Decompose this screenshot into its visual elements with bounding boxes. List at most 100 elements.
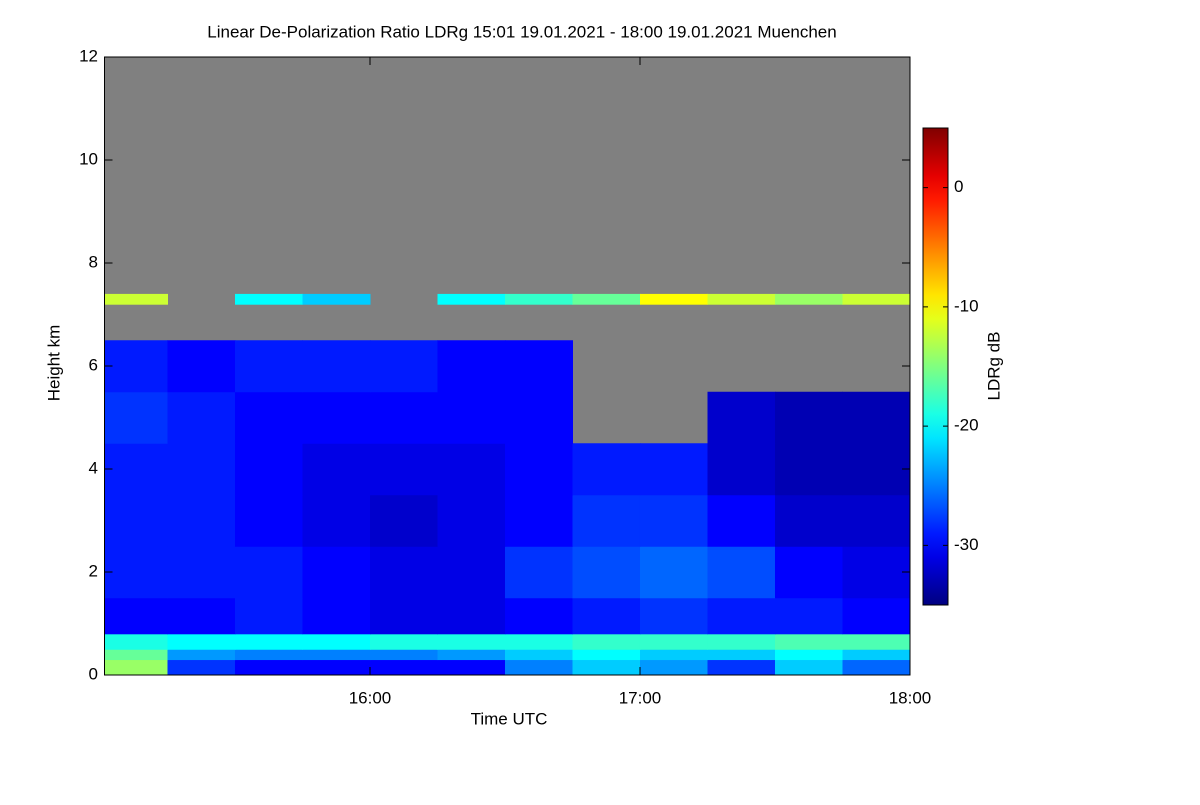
- heatmap-cell: [302, 659, 371, 676]
- heatmap-cell: [234, 443, 303, 496]
- heatmap-cell: [234, 546, 303, 599]
- x-tick-label: 17:00: [619, 688, 662, 707]
- heatmap-cell: [707, 597, 776, 635]
- heatmap-cell: [104, 443, 168, 496]
- heatmap-cell: [639, 659, 708, 676]
- heatmap-cell: [774, 391, 843, 444]
- y-axis-label: Height km: [44, 325, 63, 402]
- heatmap-cell: [707, 649, 776, 661]
- heatmap-cell: [234, 293, 303, 305]
- colorbar-tick-label: 0: [954, 177, 963, 196]
- heatmap-cell: [572, 546, 641, 599]
- heatmap-cell: [437, 649, 506, 661]
- heatmap-cell: [369, 391, 438, 444]
- heatmap-cell: [707, 659, 776, 676]
- heatmap-cell: [234, 659, 303, 676]
- heatmap-cell: [774, 494, 843, 547]
- colorbar-tick-label: -20: [954, 416, 979, 435]
- y-tick-label: 10: [79, 149, 98, 168]
- heatmap-cell: [774, 659, 843, 676]
- heatmap-cell: [302, 649, 371, 661]
- heatmap-cell: [842, 443, 911, 496]
- heatmap-cell: [234, 494, 303, 547]
- heatmap-cell: [774, 633, 843, 650]
- heatmap-cell: [504, 340, 573, 393]
- heatmap-cell: [572, 633, 641, 650]
- heatmap-cell: [774, 293, 843, 305]
- heatmap-cell: [572, 659, 641, 676]
- heatmap-cell: [302, 494, 371, 547]
- heatmap-cell: [437, 293, 506, 305]
- heatmap-cell: [842, 659, 911, 676]
- heatmap-cell: [774, 649, 843, 661]
- heatmap-cell: [639, 633, 708, 650]
- heatmap-cell: [167, 340, 236, 393]
- heatmap-cell: [504, 391, 573, 444]
- y-tick-label: 4: [89, 458, 98, 477]
- heatmap-cell: [572, 494, 641, 547]
- heatmap-cell: [437, 340, 506, 393]
- heatmap-cell: [167, 659, 236, 676]
- x-tick-label: 16:00: [349, 688, 392, 707]
- heatmap-cell: [504, 293, 573, 305]
- heatmap-cell: [167, 633, 236, 650]
- heatmap-cell: [234, 597, 303, 635]
- heatmap-cell: [302, 391, 371, 444]
- heatmap-cell: [437, 391, 506, 444]
- heatmap-cell: [234, 649, 303, 661]
- heatmap-cell: [104, 340, 168, 393]
- heatmap-cell: [437, 633, 506, 650]
- heatmap-cell: [369, 659, 438, 676]
- heatmap-cell: [104, 293, 168, 305]
- heatmap-cell: [639, 546, 708, 599]
- heatmap-cell: [707, 293, 776, 305]
- heatmap-cell: [437, 494, 506, 547]
- heatmap-cell: [437, 443, 506, 496]
- colorbar: [922, 127, 949, 606]
- heatmap-cell: [707, 494, 776, 547]
- heatmap-cell: [504, 633, 573, 650]
- y-tick-label: 0: [89, 664, 98, 683]
- y-tick-label: 12: [79, 46, 98, 65]
- heatmap-cell: [369, 546, 438, 599]
- heatmap-cell: [842, 633, 911, 650]
- heatmap-cell: [842, 293, 911, 305]
- heatmap-cell: [639, 597, 708, 635]
- heatmap-cell: [104, 597, 168, 635]
- y-tick-label: 8: [89, 252, 98, 271]
- heatmap-cell: [504, 649, 573, 661]
- heatmap-cell: [437, 597, 506, 635]
- colorbar-label: LDRg dB: [984, 332, 1003, 401]
- heatmap-cell: [104, 494, 168, 547]
- heatmap-cell: [302, 293, 371, 305]
- heatmap-cell: [504, 494, 573, 547]
- heatmap-cell: [842, 597, 911, 635]
- heatmap-cell: [707, 633, 776, 650]
- heatmap-cell: [369, 633, 438, 650]
- heatmap-cell: [437, 659, 506, 676]
- heatmap-cell: [639, 649, 708, 661]
- heatmap-cell: [302, 597, 371, 635]
- heatmap-cell: [167, 494, 236, 547]
- heatmap-cell: [707, 546, 776, 599]
- heatmap-cell: [369, 443, 438, 496]
- heatmap-cell: [572, 649, 641, 661]
- chart-title: Linear De-Polarization Ratio LDRg 15:01 …: [207, 22, 836, 41]
- heatmap-cell: [369, 597, 438, 635]
- heatmap-cell: [167, 649, 236, 661]
- heatmap-cell: [572, 597, 641, 635]
- heatmap-cell: [369, 340, 438, 393]
- heatmap-cell: [707, 443, 776, 496]
- heatmap-cell: [842, 494, 911, 547]
- heatmap-cell: [504, 597, 573, 635]
- heatmap-cell: [707, 391, 776, 444]
- heatmap-cell: [369, 649, 438, 661]
- heatmap-cell: [104, 659, 168, 676]
- y-tick-label: 2: [89, 561, 98, 580]
- heatmap-cell: [639, 494, 708, 547]
- heatmap-cell: [369, 494, 438, 547]
- heatmap-cell: [572, 293, 641, 305]
- heatmap-cell: [774, 546, 843, 599]
- heatmap-cell: [842, 546, 911, 599]
